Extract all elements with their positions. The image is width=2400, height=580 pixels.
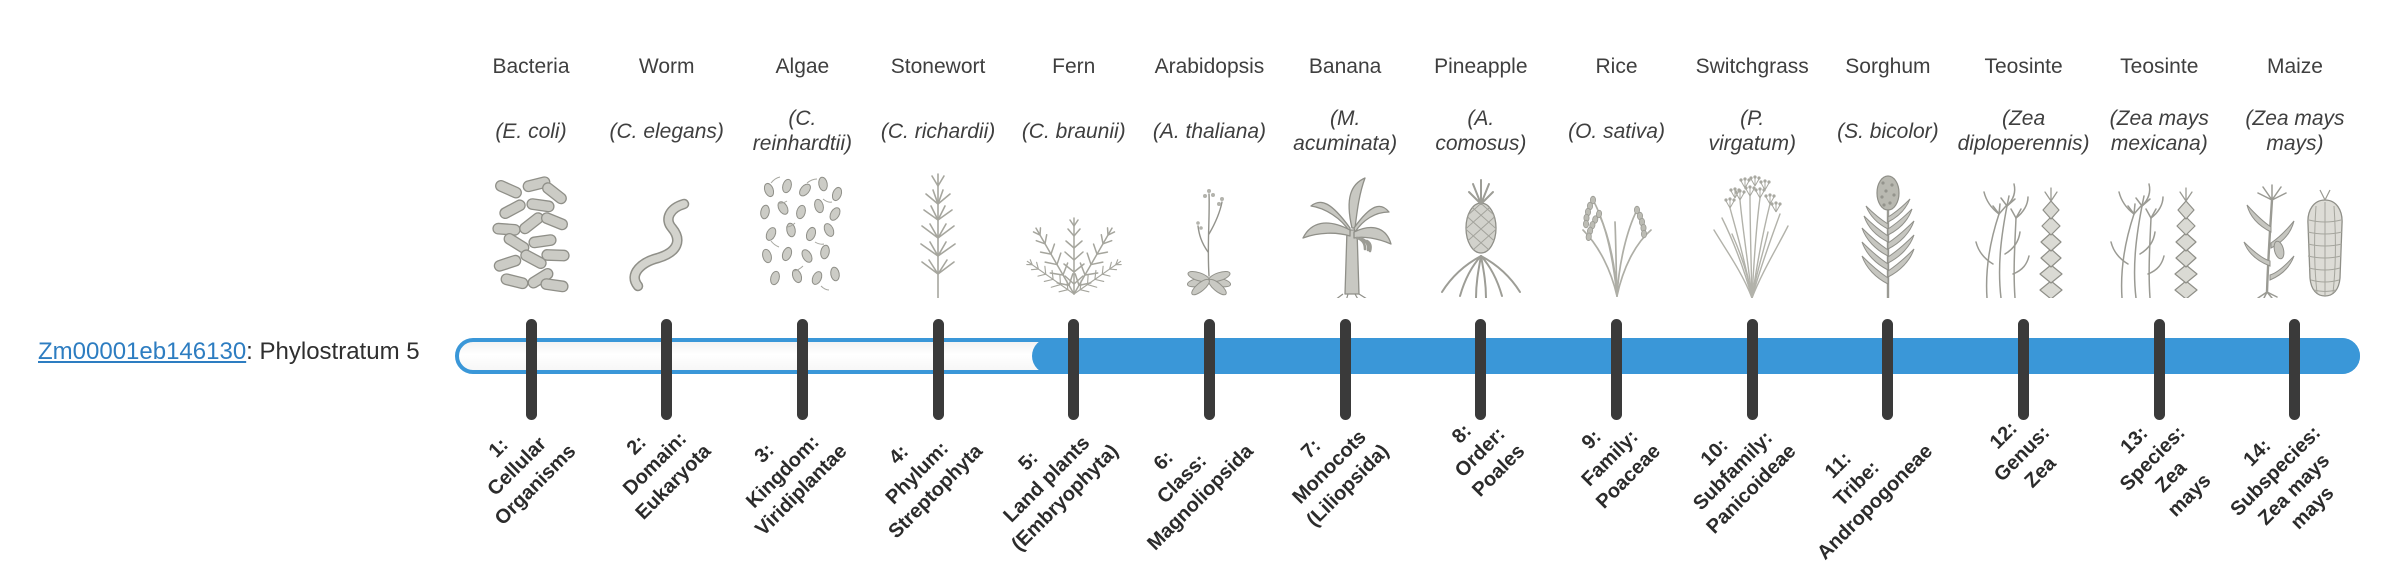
organism-column: Bacteria (E. coli) 1: Cellular Organisms [463,0,599,580]
organism-column: Stonewort (C. richardii) 4: Phylum: Stre… [870,0,1006,580]
phylostratum-label: 8: Order: Poales [1448,419,1530,502]
organism-scientific-name: (C. braunii) [1021,119,1126,143]
organism-column: Arabidopsis (A. thaliana) 6: Class: Magn… [1141,0,1277,580]
organism-scientific-name: (Zea mays mays) [2245,107,2345,155]
phylostratum-tick [661,319,673,420]
phylostratum-tick [1068,319,1080,420]
organism-scientific-name: (M. acuminata) [1293,107,1398,155]
organism-scientific-name: (Zea mays mexicana) [2109,107,2209,155]
gene-link[interactable]: Zm00001eb146130 [38,338,247,365]
organism-scientific-name: (S. bicolor) [1837,119,1939,143]
phylostratum-label: 14: Subspecies: Zea mays mays [2226,421,2339,534]
bacteria-icon [463,166,599,298]
organism-common-name: Pineapple [1434,55,1528,78]
organism-common-name: Banana [1308,55,1382,78]
phylostratum-tick [1203,319,1215,420]
phylostratum-tick [1611,319,1623,420]
teosinte-icon [1956,166,2092,298]
phylostratum-tick [932,319,944,420]
phylostratum-label: 1: Cellular Organisms [482,432,580,530]
organism-column: Maize (Zea mays mays) 14: Subspecies: Ze… [2226,0,2363,580]
rice-icon [1549,166,1685,298]
organism-common-name: Worm [638,55,695,78]
organism-common-name: Arabidopsis [1154,55,1265,78]
algae-icon [734,166,870,298]
organism-column: Pineapple (A. comosus) 8: Order: Poales [1413,0,1549,580]
organism-scientific-name: (A. comosus) [1435,107,1527,155]
organism-common-name: Rice [1595,55,1638,78]
phylostratum-tick [1882,319,1894,420]
switchgrass-icon [1684,166,1820,298]
organism-common-name: Teosinte [1984,55,2063,78]
organism-common-name: Fern [1052,55,1096,78]
phylostratum-label: 10: Subfamily: Panicoideae [1689,426,1801,539]
phylostratum-tick [525,319,537,420]
worm-icon [599,166,735,298]
organism-common-name: Teosinte [2120,55,2199,78]
stonewort-icon [870,166,1006,298]
phylostrata-bar-fill [1032,338,2360,374]
phylostratum-tick [2153,319,2165,420]
organism-scientific-name: (C. elegans) [609,119,724,143]
phylostratum-label: 3: Kingdom: Viridiplantae [741,431,852,541]
organism-scientific-name: (E. coli) [495,119,567,143]
organism-column: Switchgrass (P. virgatum) 10: Subfamily:… [1684,0,1820,580]
organism-common-name: Stonewort [890,55,986,78]
gene-stratum-text: : Phylostratum 5 [246,338,420,365]
organism-column: Fern (C. braunii) 5: Land plants (Embryo… [999,0,1142,580]
arabidopsis-icon [1141,166,1277,298]
banana-icon [1277,166,1413,298]
organism-scientific-name: (A. thaliana) [1152,119,1267,143]
organism-common-name: Bacteria [492,55,570,78]
sorghum-icon [1820,166,1956,298]
organism-column: Sorghum (S. bicolor) 11: Tribe: Andropog… [1813,0,1956,580]
phylostrata-bar [455,338,2360,374]
phylostratum-label: 2: Domain: Eukaryota [619,427,716,525]
organism-column: Banana (M. acuminata) 7: Monocots (Lilio… [1277,0,1413,580]
maize-icon [2227,166,2363,298]
organism-scientific-name: (Zea diploperennis) [1957,107,2090,155]
organism-common-name: Maize [2266,55,2323,78]
organism-common-name: Switchgrass [1695,55,1809,78]
phylostratum-label: 12: Genus: Zea [1985,417,2061,493]
organism-column: Worm (C. elegans) 2: Domain: Eukaryota [599,0,735,580]
phylostratum-tick [796,319,808,420]
organism-common-name: Sorghum [1845,55,1931,78]
teosinte-icon [2091,166,2227,298]
pineapple-icon [1413,166,1549,298]
phylostratum-tick [2289,319,2301,420]
organism-common-name: Algae [775,55,830,78]
fern-icon [1006,166,1142,298]
organism-scientific-name: (C. reinhardtii) [752,107,852,155]
phylostratum-label: 13: Species: Zea mays [2115,421,2216,522]
phylostratum-label: 9: Family: Poaceae [1577,425,1666,514]
organism-scientific-name: (P. virgatum) [1708,107,1796,155]
organism-column: Teosinte (Zea mays mexicana) 13: Species… [2091,0,2227,580]
phylostratum-tick [2018,319,2030,420]
gene-label: Zm00001eb146130: Phylostratum 5 [38,338,420,366]
phylostratum-label: 7: Monocots (Liliopsida) [1288,426,1394,532]
organism-scientific-name: (C. richardii) [880,119,996,143]
phylostratum-tick [1475,319,1487,420]
phylostratum-tick [1746,319,1758,420]
organism-scientific-name: (O. sativa) [1568,119,1665,143]
organism-column: Algae (C. reinhardtii) 3: Kingdom: Virid… [734,0,870,580]
phylostratum-tick [1339,319,1351,420]
organism-column: Teosinte (Zea diploperennis) 12: Genus: … [1956,0,2092,580]
organism-column: Rice (O. sativa) 9: Family: Poaceae [1549,0,1685,580]
